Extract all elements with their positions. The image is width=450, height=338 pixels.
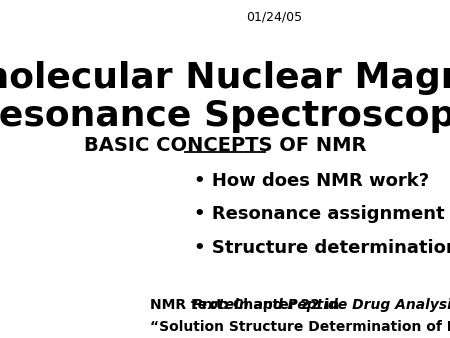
Text: • Structure determination: • Structure determination [194,239,450,257]
Text: Biomolecular Nuclear Magnetic
Resonance Spectroscopy: Biomolecular Nuclear Magnetic Resonance … [0,61,450,132]
Text: NMR text: Chapter 22 in: NMR text: Chapter 22 in [150,298,344,312]
Text: BASIC CONCEPTS OF NMR: BASIC CONCEPTS OF NMR [84,136,366,155]
Text: • How does NMR work?: • How does NMR work? [194,172,429,190]
Text: • Resonance assignment: • Resonance assignment [194,205,445,223]
Text: “Solution Structure Determination of Proteins by NMR”: “Solution Structure Determination of Pro… [150,320,450,334]
Text: 01/24/05: 01/24/05 [246,10,302,23]
Text: Protein and Peptide Drug Analysis: Protein and Peptide Drug Analysis [192,298,450,312]
